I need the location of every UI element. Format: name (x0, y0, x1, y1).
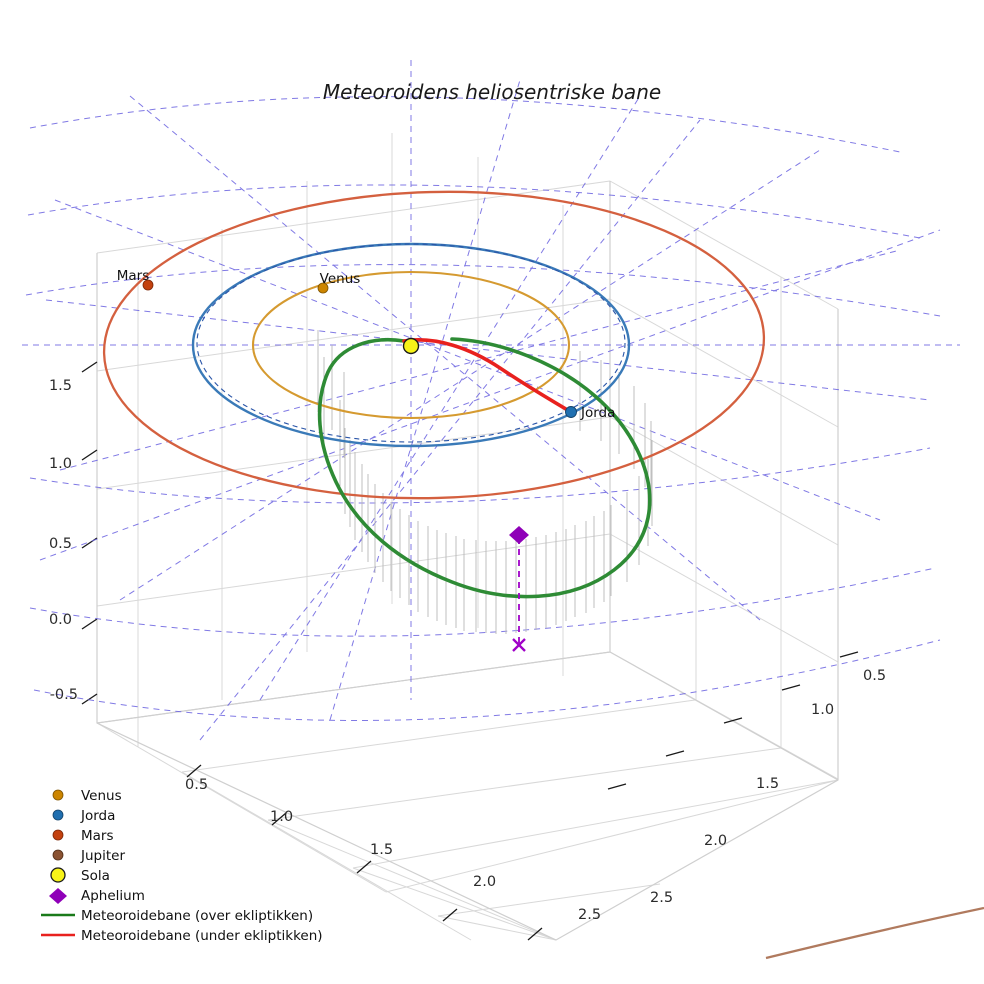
venus-marker-icon (317, 282, 329, 294)
z-tick-label-0: 1.5 (49, 378, 72, 394)
jorda-orbit-ellipse (191, 242, 631, 448)
page-title: Meteoroidens heliosentriske bane (323, 80, 661, 104)
legend-label-mars: Mars (81, 828, 114, 844)
legend-item-mars[interactable]: Mars (52, 828, 114, 844)
x-tick-label-3: 2.0 (473, 874, 496, 890)
legend-item-aphelium[interactable]: Aphelium (49, 888, 145, 904)
x-tick-label-4: 2.5 (578, 907, 601, 923)
meteoroid-orbit-below-ecliptic (402, 338, 573, 414)
legend-item-jorda[interactable]: Jorda (52, 808, 115, 824)
z-tick-label-4: -0.5 (50, 687, 78, 703)
legend-label-orbit-below: Meteoroidebane (under ekliptikken) (81, 928, 323, 944)
y-tick-label-1: 1.0 (811, 702, 834, 718)
meteoroid-orbit-above-ecliptic (317, 337, 652, 599)
mars-marker-icon (142, 279, 154, 291)
legend-label-sola: Sola (81, 868, 110, 884)
venus-orbit-ellipse (251, 270, 571, 420)
legend-label-aphelium: Aphelium (81, 888, 145, 904)
mars-marker-icon (52, 829, 64, 841)
x-tick-label-0: 0.5 (185, 777, 208, 793)
sun-marker-icon (50, 867, 66, 883)
aphelion-marker-icon (49, 888, 67, 904)
jupiter-orbit-arc (765, 906, 984, 960)
legend-label-jorda: Jorda (80, 808, 115, 824)
venus-marker-icon (52, 789, 64, 801)
z-tick-label-1: 1.0 (49, 456, 72, 472)
x-tick-label-2: 1.5 (370, 842, 393, 858)
x-tick-label-1: 1.0 (270, 809, 293, 825)
sun-marker-icon (402, 337, 420, 355)
z-tick-label-3: 0.0 (49, 612, 72, 628)
jorda-marker-icon (52, 809, 64, 821)
jorda-orbit-ellipse-dash (196, 243, 626, 443)
legend-item-venus[interactable]: Venus (52, 788, 122, 804)
mars-orbit-ellipse (102, 190, 766, 500)
legend-item-orbit-above[interactable]: Meteoroidebane (over ekliptikken) (41, 908, 313, 924)
jupiter-marker-icon (52, 849, 64, 861)
venus-label: Venus (320, 271, 361, 287)
legend-item-jupiter[interactable]: Jupiter (52, 848, 125, 864)
legend-label-venus: Venus (81, 788, 122, 804)
legend-label-jupiter: Jupiter (80, 848, 125, 864)
aphelion-projection-x-icon (512, 638, 526, 652)
aphelion-marker-icon (509, 526, 529, 544)
mars-label: Mars (117, 268, 150, 284)
jorda-label: Jorda (580, 405, 615, 421)
y-tick-label-0: 0.5 (863, 668, 886, 684)
legend-item-sola[interactable]: Sola (50, 867, 110, 884)
legend-label-orbit-above: Meteoroidebane (over ekliptikken) (81, 908, 313, 924)
z-tick-label-2: 0.5 (49, 536, 72, 552)
legend-item-orbit-below[interactable]: Meteoroidebane (under ekliptikken) (41, 928, 323, 944)
y-tick-label-2: 1.5 (756, 776, 779, 792)
y-tick-label-4: 2.5 (650, 890, 673, 906)
jorda-marker-icon (565, 406, 577, 418)
y-tick-label-3: 2.0 (704, 833, 727, 849)
